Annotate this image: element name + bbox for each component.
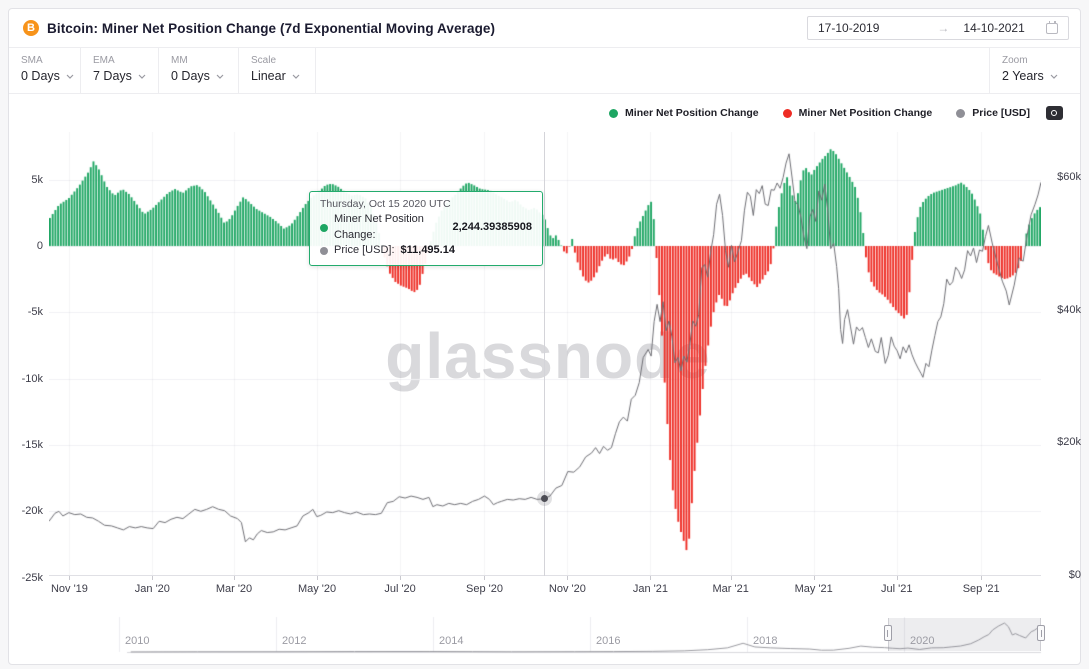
y-axis-label-left: -15k <box>21 438 43 451</box>
x-axis-label: Mar '21 <box>712 583 749 595</box>
price-marker-dot <box>540 495 548 503</box>
x-axis-tick <box>896 576 898 580</box>
legend-label: Miner Net Position Change <box>625 107 759 119</box>
navigator-year-label: 2014 <box>439 635 464 647</box>
x-axis-label: Jan '20 <box>134 583 170 595</box>
chevron-down-icon <box>138 74 146 79</box>
x-axis-label: Jan '21 <box>632 583 669 595</box>
navigator-left-handle[interactable] <box>883 625 892 641</box>
y-axis-label-left: -5k <box>27 306 43 319</box>
calendar-icon[interactable] <box>1046 20 1058 34</box>
toolbar-item-mm: MM 0 Days <box>159 48 239 93</box>
main-chart[interactable]: Thursday, Oct 15 2020 UTC Miner Net Posi… <box>22 132 1081 595</box>
tooltip-row-1: Price [USD]: $11,495.14 <box>320 243 532 259</box>
navigator-canvas <box>9 609 1082 661</box>
y-axis-label-left: 5k <box>31 173 43 186</box>
toolbar-zoom-dropdown[interactable]: 2 Years <box>1002 67 1080 85</box>
y-axis-label-right: $0 <box>1068 569 1081 581</box>
chevron-down-icon <box>216 74 224 79</box>
y-axis-label-right: $20k <box>1057 436 1081 449</box>
toolbar-item-ema: EMA 7 Days <box>81 48 159 93</box>
x-axis-label: Jul '20 <box>384 583 416 595</box>
chart-card: B Bitcoin: Miner Net Position Change (7d… <box>8 8 1082 665</box>
toolbar-item-dropdown[interactable]: 0 Days <box>21 67 80 85</box>
bitcoin-icon: B <box>23 20 39 36</box>
x-axis-label: Sep '21 <box>962 583 1000 595</box>
legend-dot-icon <box>609 108 619 118</box>
date-range-picker[interactable]: 17-10-2019 → 14-10-2021 <box>807 16 1069 40</box>
toolbar-zoom-label: Zoom <box>1002 55 1028 66</box>
y-axis-label-right: $40k <box>1057 303 1081 316</box>
navigator-year-label: 2020 <box>910 635 935 647</box>
x-axis-label: Jul '21 <box>881 583 913 595</box>
x-axis-label: Nov '19 <box>50 583 88 595</box>
x-axis-tick <box>650 576 652 580</box>
x-axis-label: Mar '20 <box>215 583 253 595</box>
x-axis-tick <box>981 576 983 580</box>
tooltip-series-dot-icon <box>320 246 328 255</box>
toolbar-item-label: Scale <box>251 55 277 66</box>
chevron-down-icon <box>66 74 74 79</box>
x-axis-line <box>49 575 1041 576</box>
y-axis-label-left: -25k <box>21 571 43 584</box>
x-axis-tick <box>813 576 815 580</box>
toolbar-item-scale: Scale Linear <box>239 48 316 93</box>
toolbar: SMA 0 Days EMA 7 Days MM 0 Days Scale Linear Zoo… <box>9 48 1080 94</box>
x-axis-tick <box>484 576 486 580</box>
x-axis-tick <box>400 576 402 580</box>
x-axis-label: May '21 <box>794 583 833 595</box>
toolbar-item-label: SMA <box>21 55 43 66</box>
tooltip-row-0: Miner Net Position Change: 2,244.3938590… <box>320 212 532 243</box>
x-axis-tick <box>152 576 154 580</box>
legend: Miner Net Position Change Miner Net Posit… <box>609 106 1063 120</box>
x-axis-tick <box>234 576 235 580</box>
toolbar-item-dropdown[interactable]: Linear <box>251 67 315 85</box>
legend-label: Miner Net Position Change <box>798 107 933 119</box>
x-axis-label: Sep '20 <box>466 583 503 595</box>
chevron-down-icon <box>1050 74 1058 79</box>
navigator-right-handle[interactable] <box>1037 625 1045 641</box>
x-axis-tick <box>567 576 569 580</box>
y-axis-label-left: -20k <box>21 505 43 518</box>
crosshair-line <box>544 132 545 576</box>
toolbar-zoom: Zoom 2 Years <box>989 48 1080 93</box>
chart-tooltip: Thursday, Oct 15 2020 UTC Miner Net Posi… <box>309 191 543 266</box>
y-axis-label-left: 0 <box>36 240 43 252</box>
x-axis-tick <box>730 576 732 580</box>
x-axis-tick <box>69 576 71 580</box>
tooltip-series-dot-icon <box>320 223 328 232</box>
toolbar-item-label: EMA <box>93 55 115 66</box>
x-axis-label: Nov '20 <box>548 583 586 595</box>
toolbar-item-dropdown[interactable]: 7 Days <box>93 67 158 85</box>
x-axis-tick <box>317 576 319 580</box>
legend-label: Price [USD] <box>972 107 1030 119</box>
legend-dot-icon <box>782 108 792 118</box>
legend-item-2[interactable]: Price [USD] <box>956 107 1030 119</box>
header: B Bitcoin: Miner Net Position Change (7d… <box>9 9 1080 48</box>
navigator-year-label: 2016 <box>596 635 621 647</box>
legend-item-0[interactable]: Miner Net Position Change <box>609 107 759 119</box>
chart-canvas[interactable] <box>49 132 1041 576</box>
timeline-navigator[interactable]: 2010 2012 2014 2016 2018 2020 <box>9 609 1082 661</box>
navigator-year-label: 2018 <box>753 635 778 647</box>
date-to-value[interactable]: 14-10-2021 <box>963 21 1025 35</box>
toolbar-item-dropdown[interactable]: 0 Days <box>171 67 238 85</box>
toolbar-item-label: MM <box>171 55 188 66</box>
navigator-year-label: 2012 <box>282 635 307 647</box>
legend-dot-icon <box>956 108 966 118</box>
toolbar-item-sma: SMA 0 Days <box>9 48 81 93</box>
page-title: Bitcoin: Miner Net Position Change (7d E… <box>47 20 496 36</box>
legend-item-1[interactable]: Miner Net Position Change <box>782 107 933 119</box>
camera-icon[interactable] <box>1046 106 1063 120</box>
y-axis-label-left: -10k <box>21 372 43 385</box>
chevron-down-icon <box>292 74 300 79</box>
date-from-value[interactable]: 17-10-2019 <box>818 21 880 35</box>
tooltip-date: Thursday, Oct 15 2020 UTC <box>320 198 451 210</box>
date-arrow-icon: → <box>937 21 950 35</box>
y-axis-label-right: $60k <box>1057 171 1081 183</box>
x-axis-label: May '20 <box>297 583 337 595</box>
navigator-year-label: 2010 <box>125 635 150 647</box>
